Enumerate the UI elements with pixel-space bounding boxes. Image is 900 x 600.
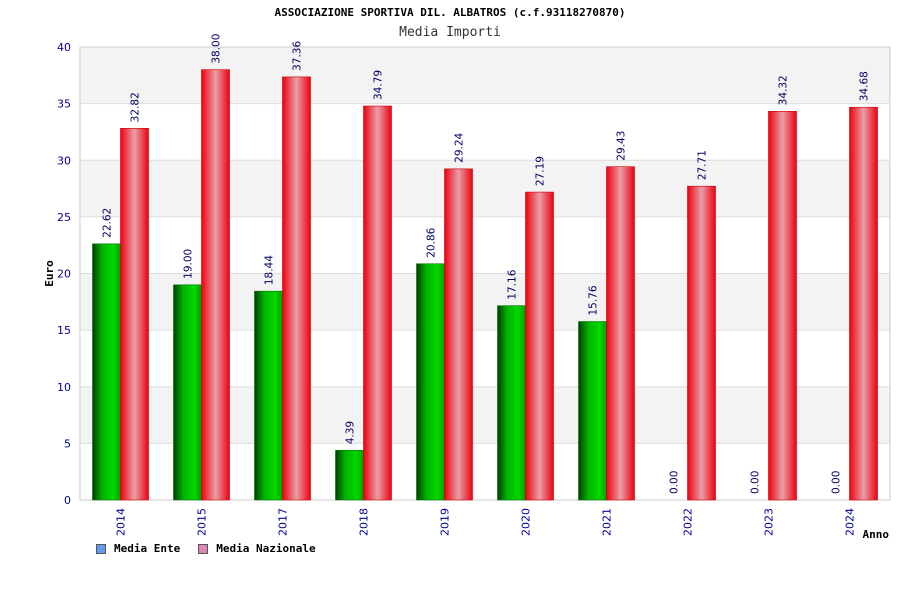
bar-media-ente: [497, 305, 526, 501]
data-label-media-ente: 19.00: [183, 249, 195, 279]
data-label-media-ente: 4.39: [345, 421, 357, 444]
x-tick-label: 2017: [277, 508, 290, 536]
y-tick-label: 15: [57, 324, 71, 337]
data-label-media-nazionale: 29.43: [616, 131, 628, 161]
data-label-media-ente: 0.00: [831, 471, 843, 494]
legend-label-media-ente: Media Ente: [114, 542, 181, 555]
chart-title: ASSOCIAZIONE SPORTIVA DIL. ALBATROS (c.f…: [274, 6, 626, 19]
data-label-media-nazionale: 34.32: [778, 75, 790, 105]
bar-media-ente: [335, 449, 364, 501]
legend-swatch-media-ente: [96, 543, 106, 554]
data-label-media-ente: 20.86: [426, 227, 438, 257]
x-tick-label: 2024: [844, 508, 857, 536]
bar-media-ente: [416, 263, 445, 501]
bar-media-ente: [173, 284, 202, 501]
data-label-media-ente: 17.16: [507, 269, 519, 299]
data-label-media-nazionale: 37.36: [292, 41, 304, 71]
data-label-media-ente: 15.76: [588, 285, 600, 315]
legend-item-media-nazionale: Media Nazionale: [198, 542, 316, 555]
bar-media-ente: [92, 243, 121, 501]
data-label-media-nazionale: 29.24: [454, 132, 466, 162]
data-label-media-ente: 0.00: [750, 471, 762, 494]
y-tick-label: 35: [57, 98, 71, 111]
bar-media-nazionale: [525, 191, 554, 501]
plot-border: [79, 46, 891, 501]
x-tick-label: 2021: [601, 508, 614, 536]
data-label-media-nazionale: 34.79: [373, 70, 385, 100]
data-label-media-ente: 0.00: [669, 471, 681, 494]
y-tick-label: 5: [64, 437, 71, 450]
x-tick-label: 2018: [358, 508, 371, 536]
bar-media-nazionale: [363, 105, 392, 501]
y-axis-label: Euro: [43, 260, 56, 287]
bar-media-ente: [578, 321, 607, 501]
legend: Media Ente Media Nazionale: [96, 542, 316, 555]
x-tick-label: 2014: [115, 508, 128, 536]
legend-swatch-media-nazionale: [198, 543, 209, 554]
x-tick-label: 2015: [196, 508, 209, 536]
bar-media-nazionale: [201, 69, 230, 501]
y-tick-label: 20: [57, 268, 71, 281]
data-label-media-ente: 18.44: [264, 255, 276, 285]
legend-item-media-ente: Media Ente: [96, 542, 180, 555]
bar-media-nazionale: [687, 185, 716, 501]
x-tick-label: 2022: [682, 508, 695, 536]
legend-label-media-nazionale: Media Nazionale: [216, 542, 316, 555]
bar-media-nazionale: [768, 111, 797, 501]
x-tick-label: 2023: [763, 508, 776, 536]
y-tick-label: 40: [57, 41, 71, 54]
y-tick-label: 10: [57, 381, 71, 394]
data-label-media-nazionale: 27.19: [535, 156, 547, 186]
y-tick-label: 25: [57, 211, 71, 224]
bar-media-nazionale: [849, 106, 878, 501]
x-axis-label: Anno: [863, 528, 890, 541]
bar-media-ente: [254, 290, 283, 501]
y-tick-label: 0: [64, 494, 71, 507]
data-label-media-nazionale: 38.00: [211, 34, 223, 64]
data-labels: 22.62 32.82 19.00 38.00 18.44 37.36 4.39 34.79 2…: [102, 34, 871, 494]
data-label-media-nazionale: 34.68: [859, 71, 871, 101]
x-tick-label: 2020: [520, 508, 533, 536]
data-label-media-nazionale: 32.82: [130, 92, 142, 122]
x-tick-label: 2019: [439, 508, 452, 536]
axes: 0 5 10 15 20 25 30 35 40 Euro Anno 2014 2015 2017 2018…: [43, 41, 889, 541]
chart-subtitle: Media Importi: [399, 25, 501, 40]
data-label-media-ente: 22.62: [102, 208, 114, 238]
bar-media-nazionale: [606, 166, 635, 501]
y-tick-label: 30: [57, 154, 71, 167]
data-label-media-nazionale: 27.71: [697, 150, 709, 180]
bar-media-nazionale: [444, 168, 473, 501]
bars: [92, 69, 878, 501]
bar-media-nazionale: [120, 128, 149, 501]
bar-media-nazionale: [282, 76, 311, 501]
